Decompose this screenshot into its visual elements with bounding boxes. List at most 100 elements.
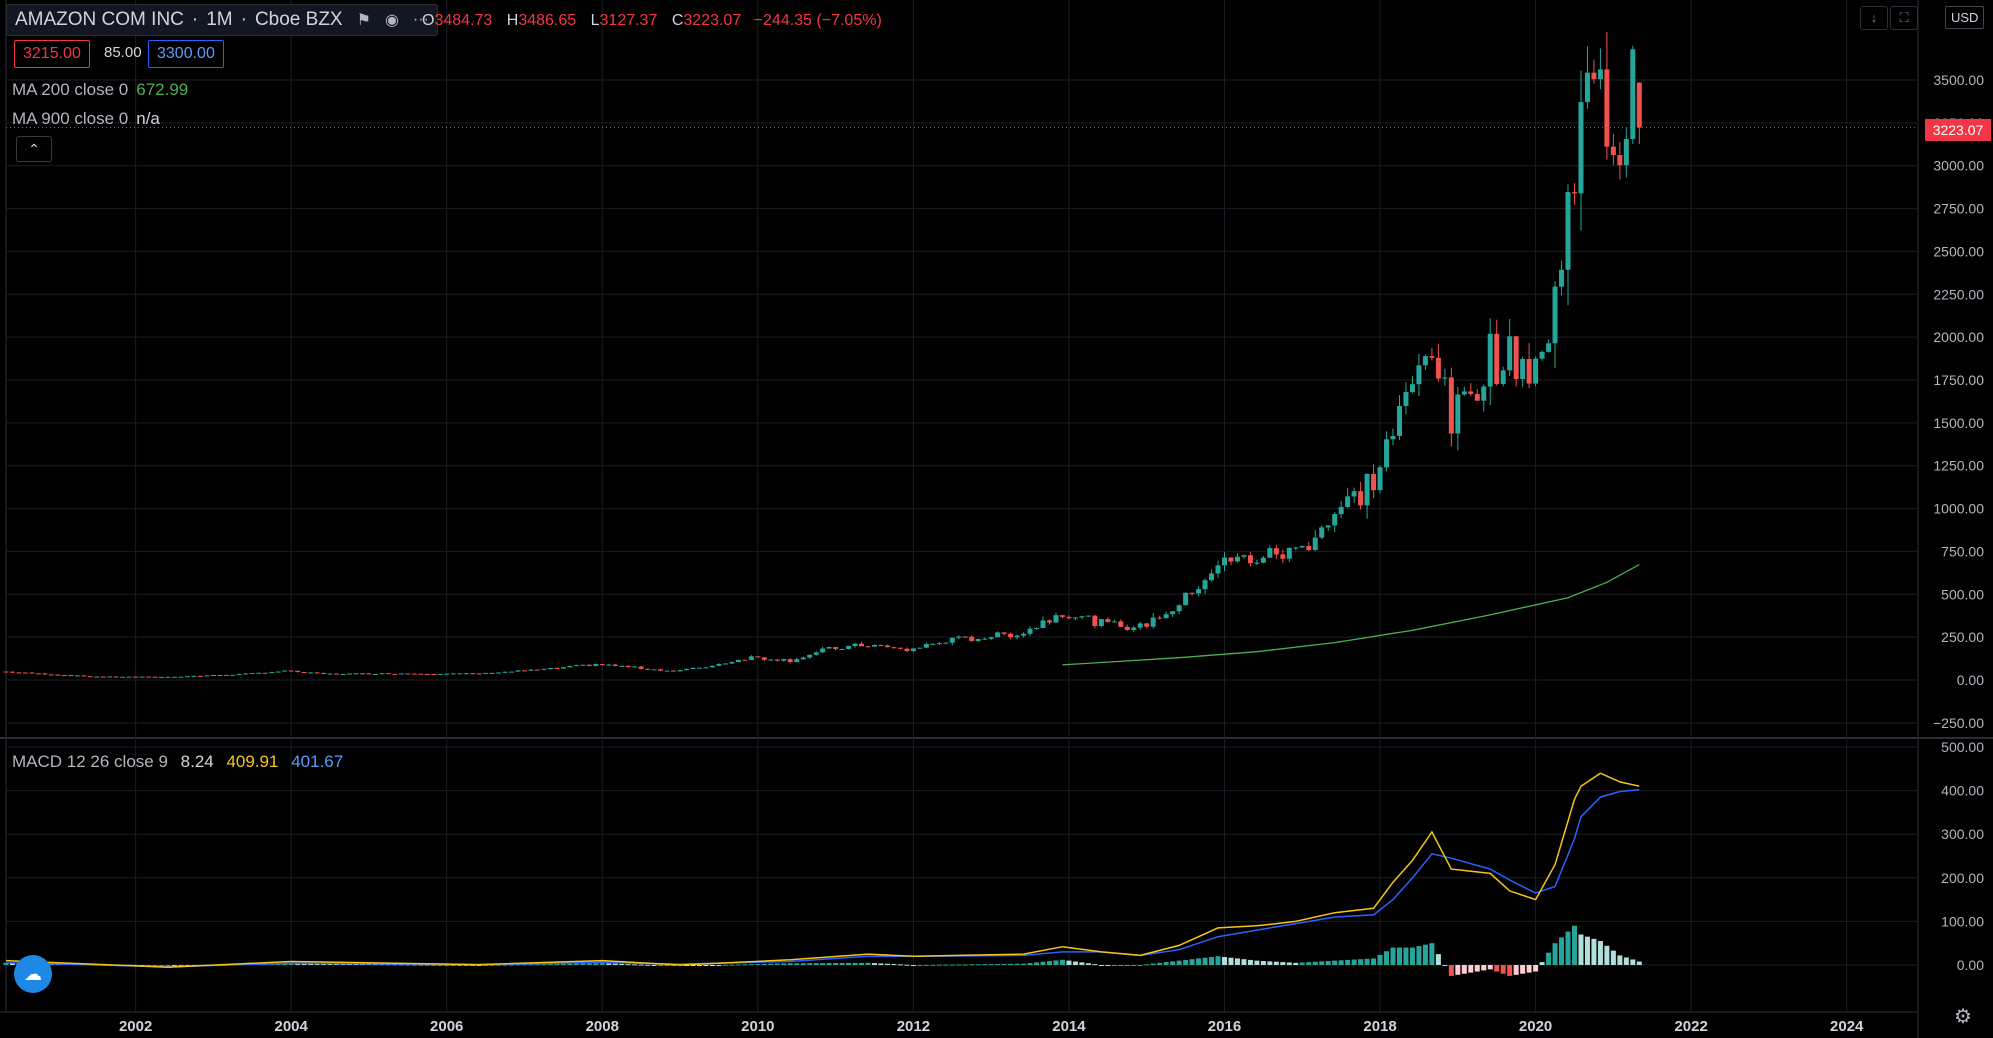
eye-icon[interactable]: ◉ [384, 12, 399, 29]
macd-histogram-bar [1034, 962, 1040, 965]
candle-body [755, 656, 761, 658]
exchange-label: Cboe BZX [254, 9, 343, 30]
macd-histogram-bar [1098, 965, 1104, 966]
macd-histogram-bar [664, 965, 670, 966]
macd-histogram-bar [606, 963, 612, 965]
more-icon[interactable]: ··· [412, 11, 429, 28]
candle-body [1559, 269, 1565, 287]
candle-body [431, 673, 437, 675]
macd-histogram-bar [1448, 965, 1454, 976]
fullscreen-icon[interactable]: ⛶ [1890, 6, 1918, 30]
candle-body [262, 672, 268, 674]
tradingview-logo-icon[interactable]: ☁ [14, 955, 52, 993]
candle-body [1565, 192, 1571, 270]
candle-body [152, 676, 158, 678]
macd-histogram-bar [619, 963, 625, 965]
price-axis: −250.00 0.00 250.00 500.00 750.00 1000.00 1250… [1933, 72, 1984, 973]
macd-histogram-bar [1604, 945, 1610, 965]
candle-body [1124, 626, 1130, 630]
macd-histogram-bar [1157, 962, 1163, 965]
candle-body [1183, 592, 1189, 606]
candle-body [243, 673, 249, 675]
macd-signal-value: 401.67 [291, 752, 344, 771]
macd-histogram-bar [1247, 959, 1253, 965]
flag-icon[interactable]: ⚑ [356, 12, 371, 29]
macd-histogram-bar [314, 963, 320, 965]
candle-body [87, 676, 93, 678]
candle-body [1280, 554, 1286, 559]
candle-body [113, 676, 119, 678]
macd-histogram-bar [295, 963, 301, 965]
macd-histogram-bar [1111, 965, 1117, 966]
macd-histogram-bar [995, 963, 1001, 965]
macd-histogram-bar [1507, 965, 1513, 976]
macd-histogram-bar [839, 962, 845, 965]
close-key: C [671, 12, 684, 29]
candle-body [923, 644, 929, 648]
candle-body [178, 676, 184, 678]
high-value: 3486.65 [518, 12, 577, 29]
macd-histogram-bar [923, 964, 929, 966]
candle-body [94, 676, 100, 678]
candle-body [16, 672, 22, 674]
candle-body [1429, 356, 1435, 358]
candle-body [690, 667, 696, 670]
collapse-legend-button[interactable]: ⌃ [16, 136, 52, 162]
gear-icon[interactable]: ⚙ [1954, 1006, 1972, 1028]
macd-histogram-bar [690, 965, 696, 966]
candle-body [1273, 548, 1279, 555]
macd-histogram-bar [1072, 961, 1078, 965]
macd-histogram-bar [735, 964, 741, 966]
price-tick-label: −250.00 [1933, 715, 1984, 731]
macd-legend[interactable]: MACD 12 26 close 9 8.24 409.91 401.67 [12, 752, 343, 772]
download-icon[interactable]: ↓ [1860, 6, 1888, 30]
macd-histogram-bar [1092, 964, 1098, 966]
candle-body [1098, 619, 1104, 627]
macd-histogram-bar [781, 963, 787, 965]
interval-label[interactable]: 1M [206, 9, 233, 30]
candle-body [1034, 627, 1040, 629]
macd-histogram-bar [159, 965, 165, 966]
candle-body [1144, 623, 1150, 627]
candle-body [1630, 49, 1636, 139]
macd-label: MACD 12 26 close 9 [12, 752, 168, 771]
macd-histogram-bar [1487, 965, 1493, 970]
symbol-header[interactable]: AMAZON COM INC · 1M · Cboe BZX ⚑ ◉ ··· [6, 4, 438, 36]
candle-body [560, 667, 566, 669]
ma900-legend[interactable]: MA 900 close 0 n/a [12, 109, 160, 129]
low-value: 3127.37 [599, 12, 658, 29]
candle-body [1325, 525, 1331, 528]
macd-histogram-bar [1384, 951, 1390, 965]
candle-body [930, 643, 936, 645]
candle-body [450, 673, 456, 675]
macd-histogram-bar [444, 964, 450, 966]
price-tick-label: 1500.00 [1933, 415, 1984, 431]
candle-body [61, 675, 67, 677]
macd-histogram-bar [463, 964, 469, 966]
ma200-legend[interactable]: MA 200 close 0 672.99 [12, 80, 188, 100]
macd-histogram-bar [288, 963, 294, 965]
candle-body [1027, 628, 1033, 634]
time-tick-label: 2020 [1519, 1018, 1552, 1035]
candle-body [820, 648, 826, 653]
candle-body [359, 673, 365, 675]
candle-body [1539, 351, 1545, 359]
sell-price-button[interactable]: 3215.00 [14, 40, 90, 68]
candle-body [1345, 496, 1351, 507]
currency-button[interactable]: USD [1945, 6, 1985, 29]
macd-histogram-bar [833, 963, 839, 965]
candle-body [424, 673, 430, 675]
macd-histogram-bar [1280, 962, 1286, 965]
macd-histogram-bar [852, 962, 858, 965]
symbol-name[interactable]: AMAZON COM INC [15, 9, 184, 30]
candle-body [1286, 547, 1292, 559]
macd-histogram-bar [910, 965, 916, 966]
candle-body [748, 656, 754, 660]
macd-tick-label: 500.00 [1941, 739, 1984, 755]
candle-body [1118, 621, 1124, 627]
macd-histogram-bar [567, 963, 573, 965]
macd-histogram-bar [1066, 960, 1072, 965]
buy-price-button[interactable]: 3300.00 [148, 40, 224, 68]
candle-body [891, 647, 897, 649]
